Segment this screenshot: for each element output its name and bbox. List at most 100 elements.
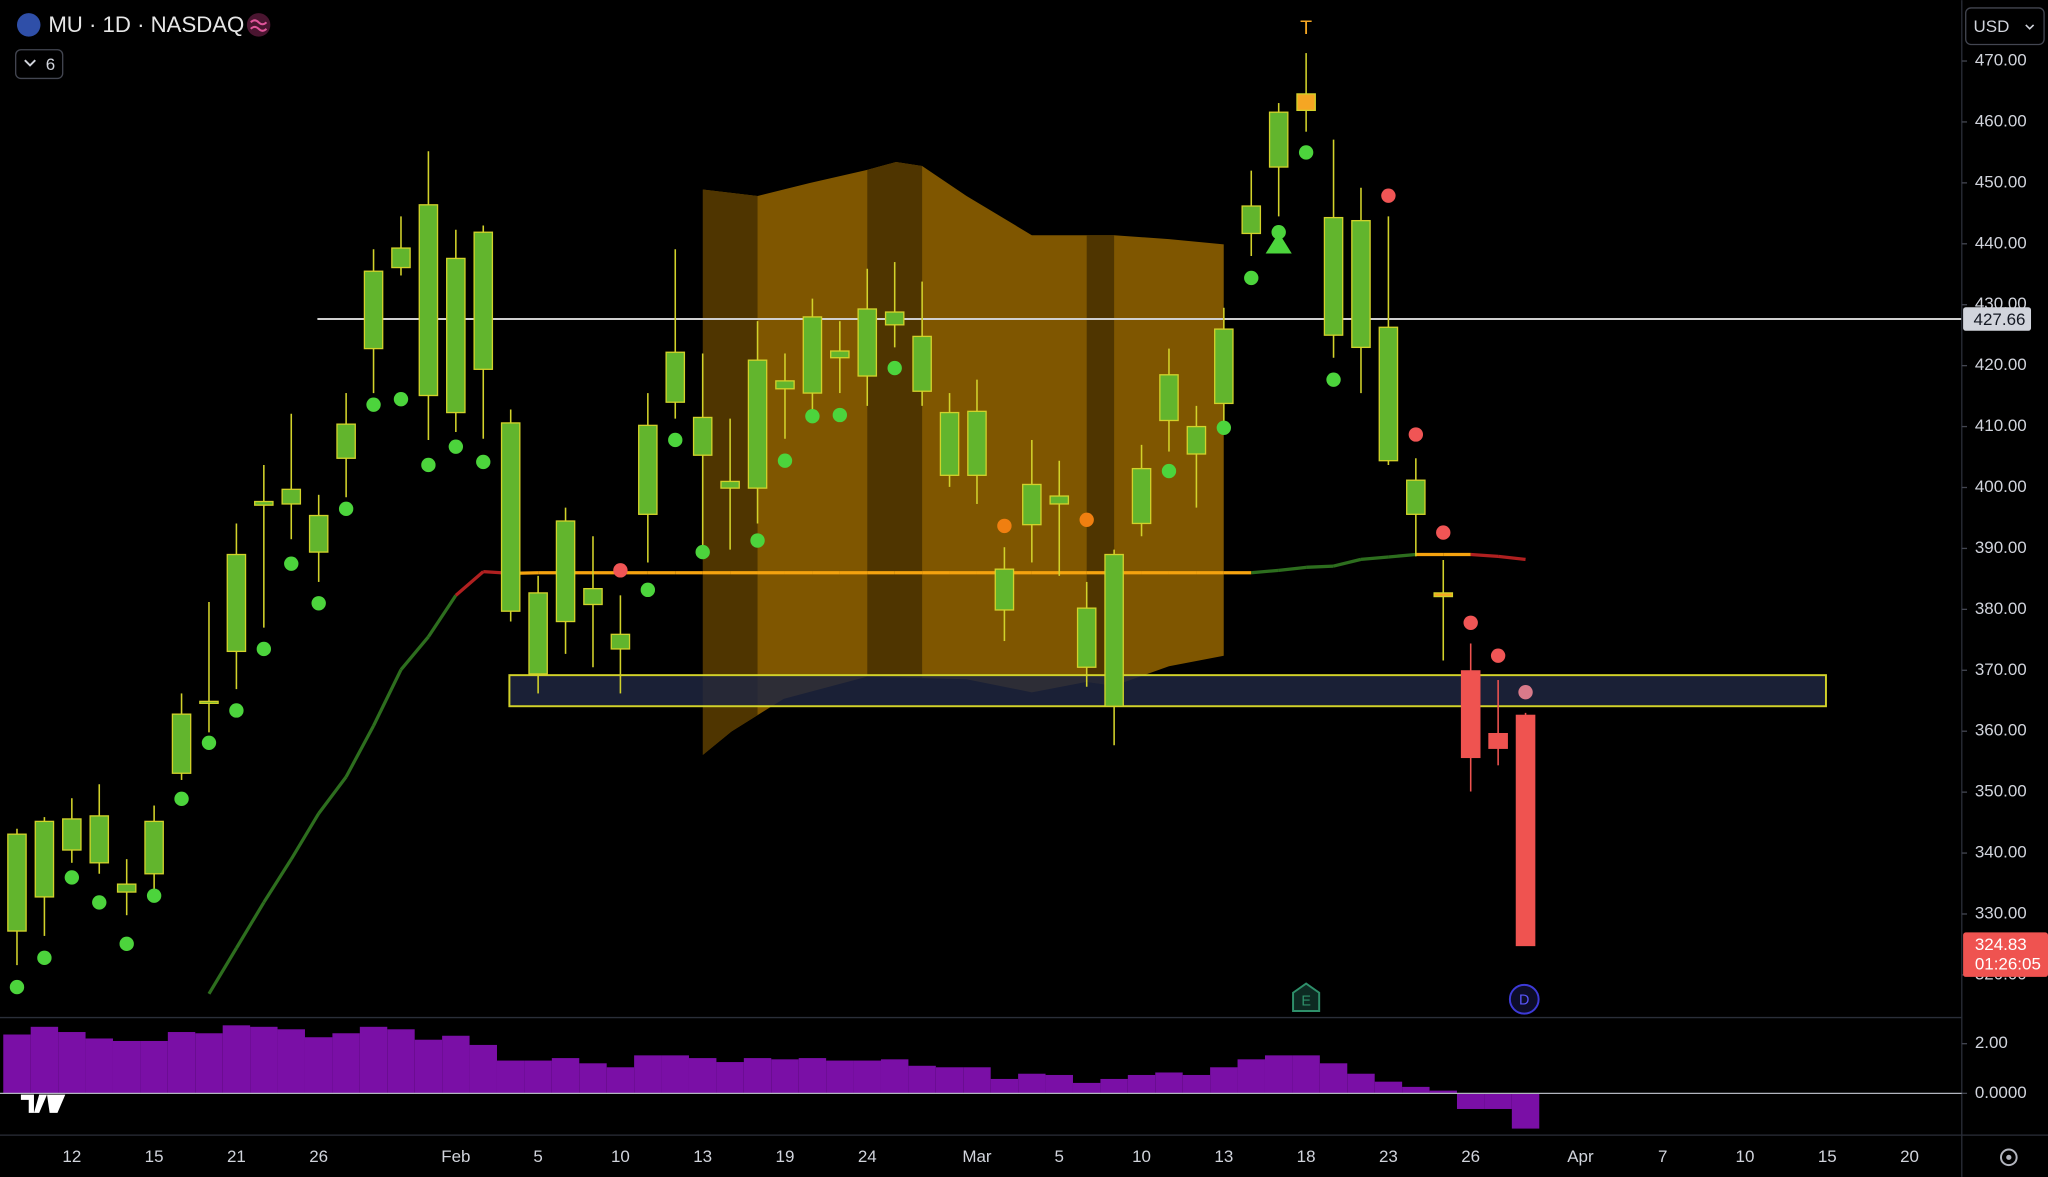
candle-body xyxy=(7,833,27,932)
histogram-bar xyxy=(1155,1072,1183,1094)
trend-dot xyxy=(421,457,436,473)
candle-body xyxy=(1433,592,1454,598)
trend-dot xyxy=(750,533,765,548)
histogram-bar xyxy=(1210,1067,1238,1094)
candle-body xyxy=(62,818,82,851)
x-tick-label: 5 xyxy=(1055,1147,1064,1166)
y-tick-label: 380.00 xyxy=(1975,599,2027,618)
ma-segment xyxy=(235,901,266,949)
ma-segment xyxy=(1388,552,1416,559)
candle-body xyxy=(555,520,576,623)
histogram-bar xyxy=(880,1059,909,1094)
candle-body xyxy=(638,424,658,515)
earnings-icon[interactable] xyxy=(1292,982,1321,1013)
candle-body xyxy=(802,316,823,394)
histogram-bar xyxy=(496,1060,525,1094)
histogram-bar xyxy=(250,1026,278,1094)
trend-dot xyxy=(668,432,683,448)
trend-dot xyxy=(777,453,793,468)
y2-tick-label: 2.00 xyxy=(1975,1033,2008,1052)
histogram-bar xyxy=(1511,1093,1540,1129)
histogram-bar xyxy=(1018,1073,1046,1094)
y-tick-label: 370.00 xyxy=(1975,660,2027,679)
x-tick-label: 18 xyxy=(1297,1147,1316,1166)
histogram-bar xyxy=(1264,1055,1293,1094)
candle-body xyxy=(281,488,302,505)
histogram-bar xyxy=(1182,1074,1211,1094)
candle-body xyxy=(500,422,521,612)
histogram-bar xyxy=(1127,1074,1156,1094)
trend-dot xyxy=(64,870,80,885)
settings-icon[interactable] xyxy=(1999,1148,2018,1167)
candle-body xyxy=(1241,205,1262,235)
currency-button[interactable] xyxy=(1965,7,2045,46)
plot xyxy=(3,53,1962,1129)
x-tick-label: 13 xyxy=(693,1147,712,1166)
candle-body xyxy=(1131,467,1152,525)
histogram-bar xyxy=(1456,1093,1485,1109)
candle-body xyxy=(89,815,110,864)
y-tick-label: 350.00 xyxy=(1975,782,2027,801)
trend-dot xyxy=(1490,648,1506,663)
histogram-bar xyxy=(30,1026,59,1094)
settings-icon-dot xyxy=(2006,1154,2012,1160)
symbol-title[interactable]: MU · 1D · NASDAQ xyxy=(48,12,244,37)
trend-dot xyxy=(1518,685,1533,700)
trend-dot xyxy=(201,735,217,750)
histogram-bar xyxy=(1237,1059,1265,1094)
y-tick-label: 410.00 xyxy=(1975,416,2027,435)
candle-body xyxy=(1406,479,1426,515)
histogram-bar xyxy=(963,1067,991,1094)
candle-body xyxy=(857,308,878,377)
trend-dot xyxy=(92,895,107,910)
trend-dot xyxy=(174,791,189,807)
histogram-bar xyxy=(798,1058,827,1094)
ma-segment xyxy=(317,775,348,815)
dividend-label: D xyxy=(1519,992,1529,1008)
candle-body xyxy=(418,204,439,397)
indicators-toggle[interactable] xyxy=(15,49,64,80)
trend-dot xyxy=(1408,427,1424,442)
trend-dot xyxy=(311,596,326,611)
histogram-bar xyxy=(853,1060,881,1094)
histogram-bar xyxy=(1072,1082,1101,1094)
histogram-bar xyxy=(716,1062,744,1094)
candle-body xyxy=(583,587,603,606)
histogram-bar xyxy=(222,1025,251,1094)
x-tick-label: 5 xyxy=(533,1147,542,1166)
dividend-icon[interactable] xyxy=(1508,983,1540,1015)
trend-dot xyxy=(997,518,1012,534)
ma-segment xyxy=(1333,557,1362,568)
ma-segment xyxy=(262,858,293,904)
candle-body xyxy=(1076,607,1097,668)
histogram-bar xyxy=(167,1032,196,1094)
histogram-bar xyxy=(1347,1073,1375,1094)
price-line-tag-label: 427.66 xyxy=(1974,310,2026,329)
trend-dot xyxy=(887,360,902,376)
candle-body xyxy=(199,700,219,704)
candle-body xyxy=(610,633,631,650)
chevron xyxy=(24,59,36,67)
histogram-bar xyxy=(551,1058,580,1094)
candle-body xyxy=(1296,93,1316,112)
trend-dot xyxy=(366,397,381,412)
candle-body xyxy=(665,351,686,403)
ma-segment xyxy=(399,635,430,671)
indicator-icon[interactable] xyxy=(246,13,271,37)
countdown-label: 01:26:05 xyxy=(1975,955,2041,974)
ma-segment xyxy=(1278,565,1307,572)
candle-body xyxy=(1515,714,1536,947)
trend-dot xyxy=(448,439,464,454)
volume-profile xyxy=(702,162,1224,756)
trend-dot xyxy=(1161,463,1177,479)
trend-dot xyxy=(1436,525,1451,540)
trend-dot xyxy=(1216,420,1232,435)
histogram-bar xyxy=(634,1055,662,1094)
x-tick-label: 26 xyxy=(1461,1147,1480,1166)
histogram-bar xyxy=(579,1063,607,1094)
histogram-bar xyxy=(140,1040,168,1094)
x-tick-label: Feb xyxy=(441,1147,470,1166)
histogram-bar xyxy=(908,1065,936,1094)
ma-segment xyxy=(1251,568,1279,575)
